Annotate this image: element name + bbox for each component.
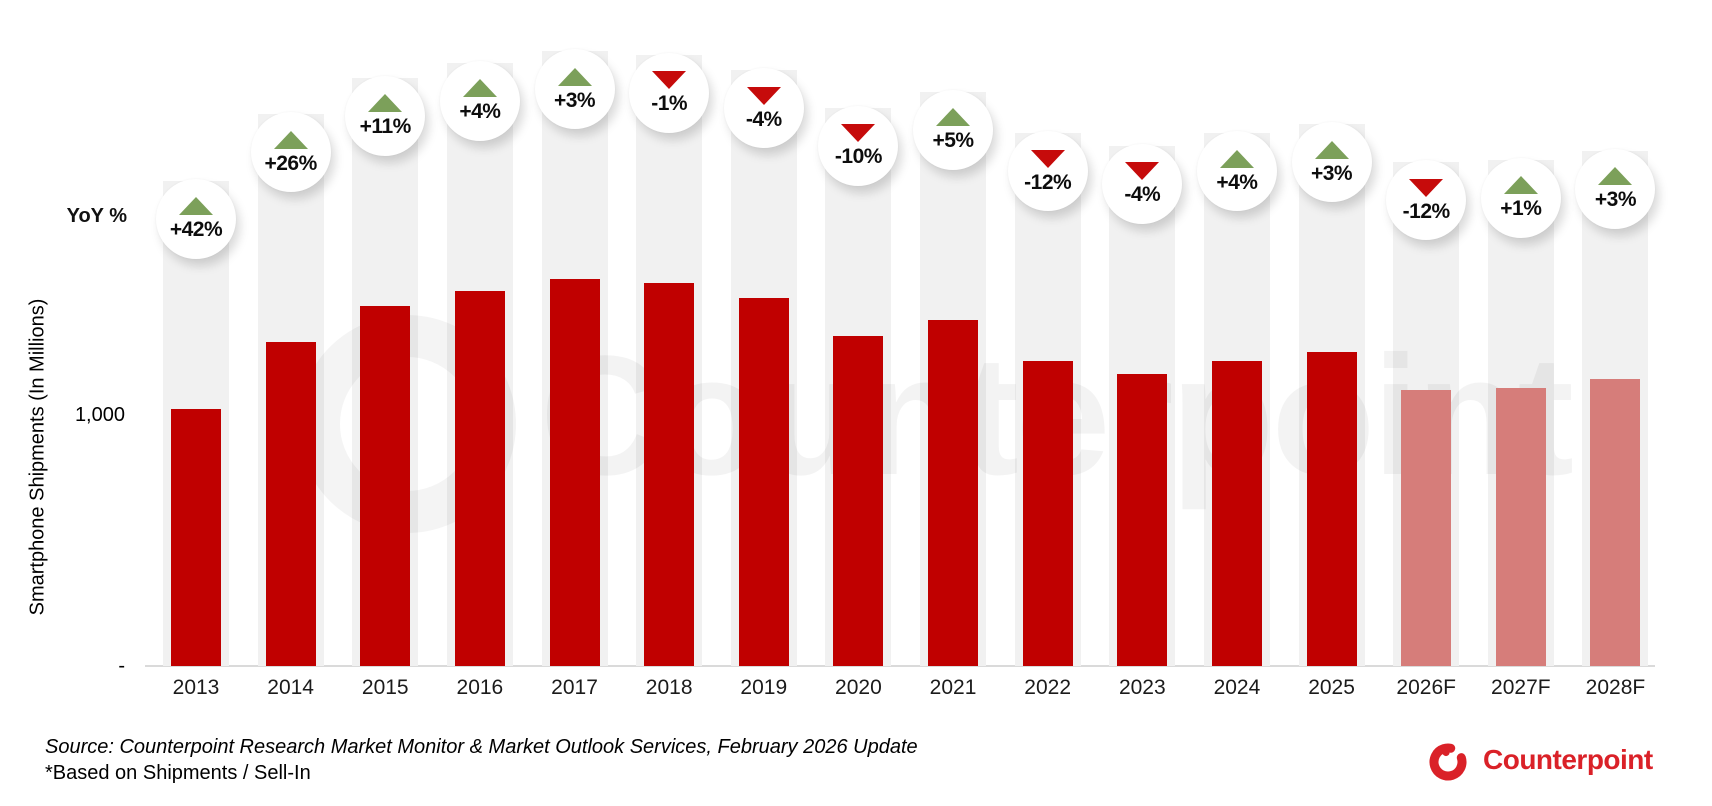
yoy-up-icon <box>462 79 497 98</box>
yoy-badge-label: +42% <box>169 218 223 242</box>
x-label-2021: 2021 <box>929 676 977 699</box>
bar-2021 <box>928 319 979 666</box>
x-label-2017: 2017 <box>551 676 598 699</box>
yoy-badge-2015: +11% <box>345 75 426 156</box>
yoy-down-icon <box>746 86 781 105</box>
yoy-up-icon <box>1219 149 1254 168</box>
yoy-badge-label: +3% <box>1310 161 1353 185</box>
bar-2028F <box>1590 378 1641 666</box>
yoy-badge-label: +4% <box>1216 170 1258 194</box>
x-label-2014: 2014 <box>267 676 314 699</box>
x-label-2019: 2019 <box>740 676 788 699</box>
yoy-down-icon <box>1409 178 1444 197</box>
bar-2018 <box>644 282 695 666</box>
yoy-up-icon <box>557 67 592 86</box>
x-label-2018: 2018 <box>645 676 693 699</box>
bar-2026F <box>1401 390 1452 666</box>
yoy-badge-label: -10% <box>834 145 883 169</box>
bar-2027F <box>1495 387 1546 666</box>
yoy-badge-label: +3% <box>1594 188 1637 212</box>
yoy-up-icon <box>368 94 403 113</box>
y-tick-1000: 1,000 <box>74 404 125 426</box>
yoy-down-icon <box>652 71 687 90</box>
x-label-2024: 2024 <box>1213 676 1261 699</box>
yoy-badge-2024: +4% <box>1196 131 1277 212</box>
yoy-badge-label: -4% <box>745 107 782 131</box>
x-label-2028F: 2028F <box>1585 676 1646 699</box>
x-label-2027F: 2027F <box>1491 676 1551 699</box>
yoy-badge-label: +1% <box>1500 197 1542 221</box>
bar-2017 <box>549 279 600 666</box>
bar-2013 <box>171 408 221 666</box>
yoy-down-icon <box>1125 162 1160 181</box>
x-label-2013: 2013 <box>172 676 220 699</box>
x-axis-baseline <box>145 665 1655 667</box>
x-label-2023: 2023 <box>1118 676 1166 699</box>
yoy-badge-label: +26% <box>264 151 317 175</box>
x-label-2016: 2016 <box>456 676 504 699</box>
yoy-down-icon <box>1030 149 1065 168</box>
yoy-badge-label: +5% <box>932 129 974 152</box>
yoy-badge-2017: +3% <box>534 49 615 130</box>
yoy-badge-2013: +42% <box>156 178 236 259</box>
yoy-badge-label: -1% <box>651 92 688 116</box>
x-label-2015: 2015 <box>361 676 409 699</box>
note-text: *Based on Shipments / Sell-In <box>45 762 311 784</box>
counterpoint-logo: Counterpoint <box>1426 738 1653 782</box>
yoy-badge-2019: -4% <box>723 68 804 149</box>
yoy-badge-2025: +3% <box>1291 122 1372 203</box>
bar-2023 <box>1117 373 1168 666</box>
yoy-badge-2018: -1% <box>629 52 710 133</box>
yoy-badge-label: -12% <box>1402 199 1451 223</box>
yoy-up-icon <box>1314 140 1349 159</box>
yoy-up-icon <box>1598 167 1633 186</box>
yoy-badge-label: +11% <box>359 115 412 139</box>
bar-2024 <box>1211 361 1262 666</box>
bar-2016 <box>454 290 505 666</box>
yoy-badge-label: +3% <box>553 88 596 112</box>
source-text: Source: Counterpoint Research Market Mon… <box>45 736 918 758</box>
bar-2022 <box>1022 361 1073 666</box>
yoy-badge-2023: -4% <box>1102 143 1183 224</box>
bar-2015 <box>360 305 411 666</box>
y-tick-zero: - <box>118 655 125 677</box>
yoy-badge-2014: +26% <box>250 112 331 193</box>
yoy-badge-2026F: -12% <box>1386 160 1467 241</box>
bar-2019 <box>738 298 789 666</box>
yoy-up-icon <box>1503 176 1538 195</box>
bar-2014 <box>265 342 316 666</box>
x-label-2020: 2020 <box>835 676 882 699</box>
yoy-badge-2016: +4% <box>439 60 520 141</box>
x-label-2022: 2022 <box>1024 676 1072 699</box>
bar-2025 <box>1306 352 1357 666</box>
yoy-badge-label: +4% <box>459 100 501 124</box>
yoy-up-icon <box>936 108 971 126</box>
yoy-badge-2028F: +3% <box>1575 148 1656 229</box>
yoy-badge-label: -4% <box>1124 183 1161 207</box>
bar-2020 <box>833 335 884 666</box>
yoy-down-icon <box>841 124 876 143</box>
counterpoint-logo-text: Counterpoint <box>1483 744 1653 775</box>
yoy-up-icon <box>273 130 308 149</box>
yoy-badge-2021: +5% <box>913 89 994 170</box>
yoy-badge-label: -12% <box>1024 170 1072 194</box>
yoy-axis-label: YoY % <box>66 205 127 227</box>
x-label-2025: 2025 <box>1308 676 1355 699</box>
yoy-up-icon <box>179 197 213 216</box>
counterpoint-logo-icon <box>1429 743 1467 781</box>
yoy-badge-2020: -10% <box>818 105 899 186</box>
x-label-2026F: 2026F <box>1396 676 1456 699</box>
yoy-badge-2027F: +1% <box>1480 157 1561 238</box>
yoy-badge-2022: -12% <box>1007 131 1088 212</box>
